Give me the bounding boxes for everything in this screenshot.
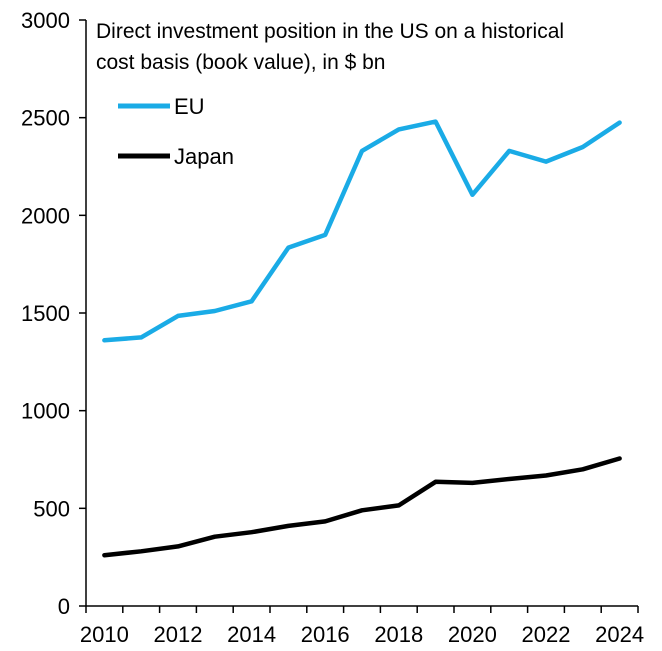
y-tick-label: 0 xyxy=(58,594,70,619)
chart-title-line-1: Direct investment position in the US on … xyxy=(96,20,564,43)
chart-title: Direct investment position in the US on … xyxy=(96,20,564,74)
x-tick-label: 2016 xyxy=(301,622,350,647)
series-line-eu xyxy=(102,119,622,343)
y-ticks: 0 500 1000 1500 2000 2500 3000 xyxy=(21,8,86,619)
chart-title-line-2: cost basis (book value), in $ bn xyxy=(96,51,386,74)
x-tick-label: 2018 xyxy=(374,622,423,647)
y-tick-label: 3000 xyxy=(21,8,70,33)
x-tick-label: 2022 xyxy=(522,622,571,647)
legend-label-eu: EU xyxy=(174,94,205,119)
y-tick-label: 500 xyxy=(33,496,70,521)
x-tick-label: 2020 xyxy=(448,622,497,647)
x-tick-label: 2010 xyxy=(80,622,129,647)
x-tick-label: 2014 xyxy=(227,622,276,647)
legend-label-japan: Japan xyxy=(174,144,234,169)
y-tick-label: 1500 xyxy=(21,301,70,326)
y-tick-label: 2000 xyxy=(21,203,70,228)
series-lines xyxy=(102,119,622,558)
legend: EU Japan xyxy=(118,94,234,169)
y-tick-label: 1000 xyxy=(21,399,70,424)
x-tick-label: 2024 xyxy=(595,622,644,647)
y-tick-label: 2500 xyxy=(21,106,70,131)
x-tick-label: 2012 xyxy=(154,622,203,647)
series-line-japan xyxy=(102,456,622,558)
x-ticks: 2010 2012 2014 2016 2018 2020 2022 2024 xyxy=(80,606,644,647)
